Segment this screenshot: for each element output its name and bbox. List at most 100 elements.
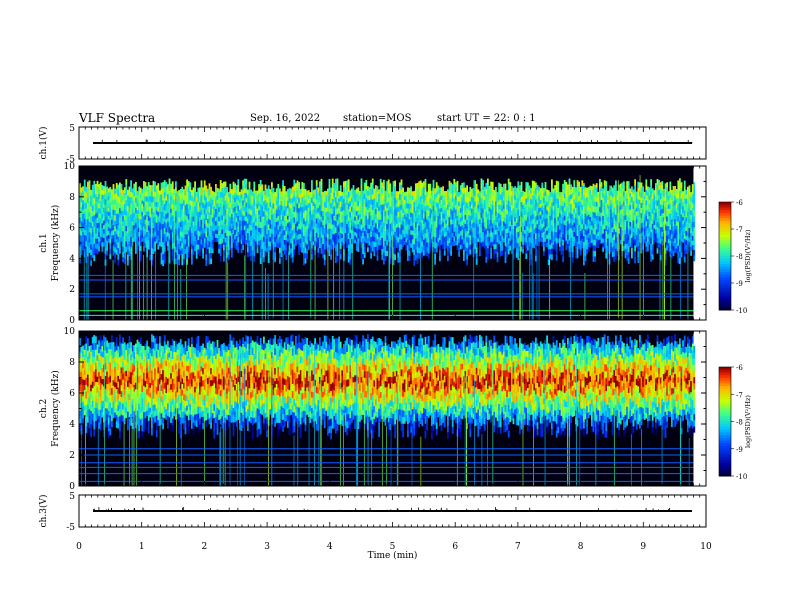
spectrogram-cell [141, 211, 144, 216]
spectrogram-cell [603, 238, 606, 244]
spectrogram-cell [475, 241, 478, 248]
spectrogram-cell [208, 200, 211, 207]
spectrogram-cell [323, 190, 326, 197]
spectrogram-cell [282, 180, 284, 186]
spectrogram-cell [458, 233, 460, 239]
spectrogram-cell [367, 200, 369, 206]
spectrogram-cell [544, 195, 547, 201]
spectrogram-cell [351, 243, 353, 249]
spectrogram-cell [560, 205, 563, 211]
spectrogram-cell [543, 226, 545, 232]
spectrogram-cell [405, 225, 408, 230]
spectrogram-cell [511, 239, 513, 245]
spectrogram-cell [365, 238, 368, 244]
spectrogram-cell [240, 216, 243, 222]
spectrogram-cell [339, 206, 342, 212]
spectrogram-cell [144, 200, 147, 206]
spectrogram-cell [346, 223, 348, 229]
spectrogram-cell [80, 216, 83, 222]
spectrogram-cell [210, 225, 212, 232]
spectrogram-cell [101, 199, 104, 205]
spectrogram-cell [363, 241, 366, 248]
spectrogram-cell [235, 185, 238, 190]
spectrogram-cell [93, 226, 96, 233]
spectrogram-cell [579, 225, 582, 232]
spectrogram-cell [178, 190, 180, 196]
spectrogram-cell [279, 252, 281, 259]
spectrogram-cell [152, 248, 155, 255]
spectrogram-cell [381, 193, 384, 200]
spectrogram-cell [309, 195, 312, 200]
spectrogram-cell [328, 189, 331, 196]
spectrogram-cell [427, 237, 430, 243]
spectrogram-cell [607, 191, 609, 196]
spectrogram-cell [343, 198, 345, 205]
spectrogram-cell [90, 227, 92, 234]
spectrogram-cell [349, 200, 352, 207]
spectrogram-cell [192, 187, 195, 193]
spectrogram-cell [447, 235, 449, 241]
spectrogram-cell [615, 214, 617, 221]
spectrogram-cell [403, 222, 406, 227]
spectrogram-cell [272, 198, 275, 204]
spectrogram-cell [91, 221, 94, 227]
spectrogram-cell [439, 208, 441, 214]
spectrogram-cell [306, 190, 308, 196]
spectrogram-cell [536, 228, 539, 233]
spectrogram-cell [99, 191, 102, 197]
spectrogram-cell [552, 214, 555, 219]
spectrogram-cell [415, 238, 417, 244]
spectrogram-cell [208, 218, 211, 225]
spectrogram-cell [122, 246, 124, 252]
spectrogram-cell [563, 233, 566, 239]
spectrogram-cell [392, 211, 395, 218]
spectrogram-cell [408, 193, 411, 199]
spectrogram-cell [320, 221, 323, 228]
spectrogram-cell [306, 214, 308, 221]
spectrogram-cell [445, 207, 448, 212]
spectrogram-cell [304, 252, 307, 259]
spectrogram-cell [359, 198, 361, 203]
spectrogram-cell [386, 245, 388, 251]
spectrogram-cell [128, 246, 131, 252]
spectrogram-cell [539, 222, 542, 227]
spectrogram-cell [202, 202, 204, 208]
spectrogram-cell [83, 240, 86, 247]
spectrogram-cell [299, 206, 302, 212]
spectrogram-cell [427, 210, 430, 217]
spectrogram-cell [202, 237, 204, 244]
spectrogram-cell [347, 238, 350, 245]
spectrogram-cell [618, 233, 620, 239]
spectrogram-cell [408, 245, 411, 251]
spectrogram-cell [213, 237, 216, 242]
spectrogram-cell [256, 208, 259, 214]
spectrogram-cell [288, 192, 291, 198]
spectrogram-cell [103, 198, 105, 204]
spectrogram-cell [264, 250, 267, 257]
spectrogram-cell [600, 208, 603, 213]
spectrogram-cell [552, 244, 555, 249]
spectrogram-cell [218, 193, 220, 199]
spectrogram-cell [541, 219, 544, 224]
spectrogram-cell [546, 189, 548, 194]
spectrogram-cell [616, 199, 619, 205]
spectrogram-cell [152, 222, 155, 228]
spectrogram-cell [197, 249, 200, 255]
spectrogram-cell [520, 236, 523, 242]
spectrogram-cell [80, 197, 83, 203]
spectrogram-cell [439, 197, 441, 204]
spectrogram-cell [157, 239, 160, 245]
spectrogram-cell [515, 197, 518, 203]
spectrogram-cell [88, 185, 91, 192]
spectrogram-cell [434, 242, 436, 249]
spectrogram-cell [344, 202, 347, 208]
spectrogram-cell [507, 189, 510, 196]
spectrogram-cell [224, 190, 227, 196]
spectrogram-cell [151, 225, 153, 232]
spectrogram-cell [493, 239, 496, 245]
spectrogram-cell [171, 215, 174, 222]
spectrogram-cell [469, 244, 472, 250]
spectrogram-cell [442, 239, 444, 245]
spectrogram-cell [595, 196, 598, 202]
spectrogram-cell [378, 236, 380, 242]
